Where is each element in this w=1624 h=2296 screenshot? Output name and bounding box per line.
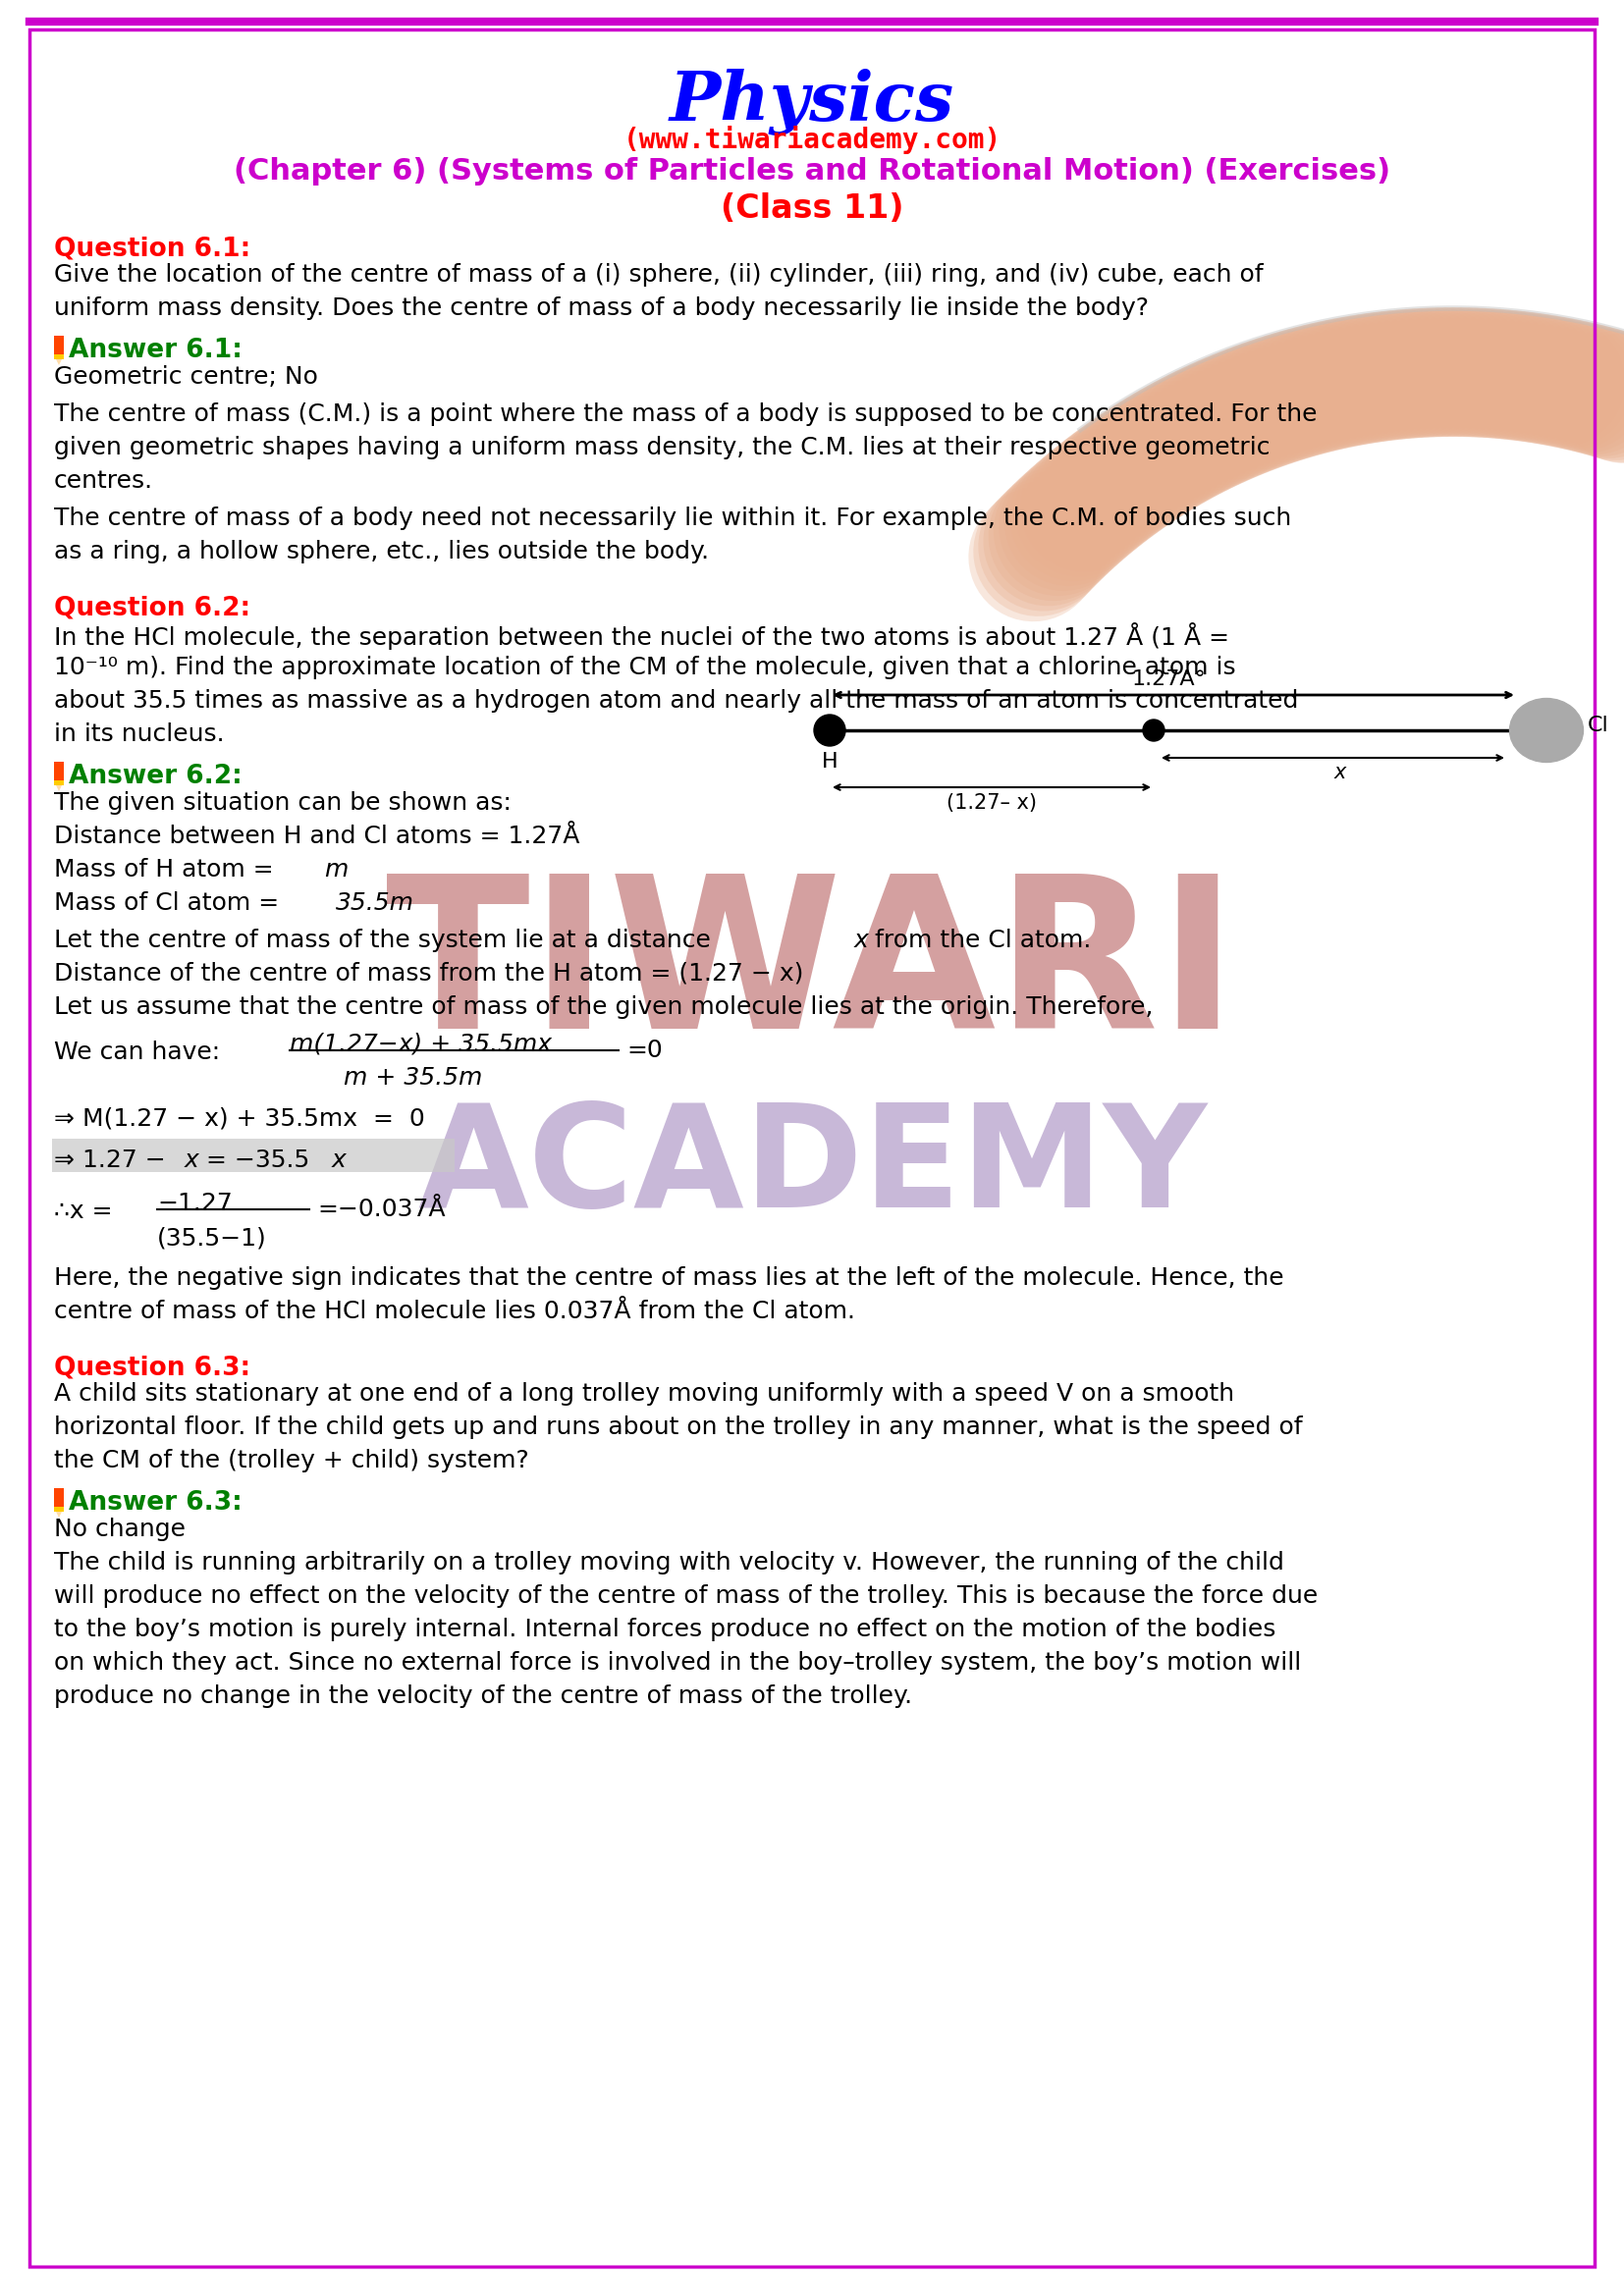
Circle shape: [814, 714, 846, 746]
Bar: [54, 354, 63, 358]
Text: Distance of the centre of mass from the H atom = (1.27 − x): Distance of the centre of mass from the …: [54, 962, 804, 985]
Text: In the HCl molecule, the separation between the nuclei of the two atoms is about: In the HCl molecule, the separation betw…: [54, 622, 1229, 650]
Text: The centre of mass (C.M.) is a point where the mass of a body is supposed to be : The centre of mass (C.M.) is a point whe…: [54, 402, 1317, 427]
Polygon shape: [55, 1511, 62, 1518]
Text: Give the location of the centre of mass of a (i) sphere, (ii) cylinder, (iii) ri: Give the location of the centre of mass …: [54, 264, 1263, 287]
Text: =0: =0: [627, 1038, 663, 1063]
Ellipse shape: [1510, 698, 1583, 762]
Text: Mass of H atom =: Mass of H atom =: [54, 859, 281, 882]
Text: x: x: [331, 1148, 346, 1171]
Text: The child is running arbitrarily on a trolley moving with velocity v. However, t: The child is running arbitrarily on a tr…: [54, 1552, 1285, 1575]
Text: Here, the negative sign indicates that the centre of mass lies at the left of th: Here, the negative sign indicates that t…: [54, 1267, 1285, 1290]
Text: 1.27A°: 1.27A°: [1132, 670, 1205, 689]
Text: Question 6.3:: Question 6.3:: [54, 1355, 250, 1380]
Text: centres.: centres.: [54, 468, 153, 494]
Text: Answer 6.1:: Answer 6.1:: [68, 338, 242, 363]
Bar: [54, 1488, 63, 1508]
Text: to the boy’s motion is purely internal. Internal forces produce no effect on the: to the boy’s motion is purely internal. …: [54, 1619, 1276, 1642]
Text: No change: No change: [54, 1518, 185, 1541]
Text: Let us assume that the centre of mass of the given molecule lies at the origin. : Let us assume that the centre of mass of…: [54, 996, 1153, 1019]
Polygon shape: [55, 358, 62, 365]
Text: = −35.5: = −35.5: [198, 1148, 310, 1171]
Text: =−0.037Å: =−0.037Å: [317, 1199, 445, 1221]
Text: produce no change in the velocity of the centre of mass of the trolley.: produce no change in the velocity of the…: [54, 1685, 913, 1708]
Text: uniform mass density. Does the centre of mass of a body necessarily lie inside t: uniform mass density. Does the centre of…: [54, 296, 1148, 319]
Text: Answer 6.3:: Answer 6.3:: [68, 1490, 242, 1515]
Text: 35.5m: 35.5m: [336, 891, 414, 914]
Text: Mass of Cl atom =: Mass of Cl atom =: [54, 891, 287, 914]
Text: (Class 11): (Class 11): [721, 193, 903, 225]
Bar: [54, 781, 63, 785]
Text: (Chapter 6) (Systems of Particles and Rotational Motion) (Exercises): (Chapter 6) (Systems of Particles and Ro…: [234, 156, 1390, 186]
Text: horizontal floor. If the child gets up and runs about on the trolley in any mann: horizontal floor. If the child gets up a…: [54, 1417, 1302, 1440]
Text: The centre of mass of a body need not necessarily lie within it. For example, th: The centre of mass of a body need not ne…: [54, 507, 1291, 530]
Text: Let the centre of mass of the system lie at a distance: Let the centre of mass of the system lie…: [54, 928, 718, 953]
Text: m(1.27−x) + 35.5mx: m(1.27−x) + 35.5mx: [289, 1033, 552, 1056]
Bar: [54, 335, 63, 356]
Text: on which they act. Since no external force is involved in the boy–trolley system: on which they act. Since no external for…: [54, 1651, 1301, 1674]
Text: x: x: [185, 1148, 200, 1171]
Text: 10⁻¹⁰ m). Find the approximate location of the CM of the molecule, given that a : 10⁻¹⁰ m). Find the approximate location …: [54, 657, 1236, 680]
Polygon shape: [55, 785, 62, 792]
Bar: [52, 1139, 455, 1171]
Text: about 35.5 times as massive as a hydrogen atom and nearly all the mass of an ato: about 35.5 times as massive as a hydroge…: [54, 689, 1299, 712]
Text: x: x: [854, 928, 869, 953]
Text: m + 35.5m: m + 35.5m: [344, 1065, 482, 1091]
Text: (1.27– x): (1.27– x): [947, 792, 1036, 813]
Text: Physics: Physics: [669, 69, 955, 135]
Text: Distance between H and Cl atoms = 1.27Å: Distance between H and Cl atoms = 1.27Å: [54, 824, 580, 847]
Bar: [54, 762, 63, 781]
Circle shape: [1143, 719, 1164, 742]
Text: H: H: [822, 751, 838, 771]
Text: (35.5−1): (35.5−1): [158, 1226, 266, 1251]
Text: Question 6.2:: Question 6.2:: [54, 595, 250, 620]
Bar: [54, 1506, 63, 1511]
Text: ⇒ 1.27 −: ⇒ 1.27 −: [54, 1148, 174, 1171]
Text: will produce no effect on the velocity of the centre of mass of the trolley. Thi: will produce no effect on the velocity o…: [54, 1584, 1319, 1607]
Text: ACADEMY: ACADEMY: [417, 1097, 1207, 1235]
Text: Answer 6.2:: Answer 6.2:: [68, 765, 242, 790]
Text: in its nucleus.: in its nucleus.: [54, 723, 224, 746]
Text: x: x: [1335, 762, 1346, 783]
Text: A child sits stationary at one end of a long trolley moving uniformly with a spe: A child sits stationary at one end of a …: [54, 1382, 1234, 1405]
Text: We can have:: We can have:: [54, 1040, 221, 1063]
Text: the CM of the (trolley + child) system?: the CM of the (trolley + child) system?: [54, 1449, 529, 1472]
Text: centre of mass of the HCl molecule lies 0.037Å from the Cl atom.: centre of mass of the HCl molecule lies …: [54, 1300, 856, 1322]
Text: TIWARI: TIWARI: [387, 868, 1237, 1075]
Text: The given situation can be shown as:: The given situation can be shown as:: [54, 792, 512, 815]
Text: Cl: Cl: [1588, 716, 1609, 735]
Text: (www.tiwariacademy.com): (www.tiwariacademy.com): [624, 126, 1000, 154]
Text: from the Cl atom.: from the Cl atom.: [867, 928, 1091, 953]
Text: −1.27: −1.27: [158, 1192, 232, 1215]
Text: Question 6.1:: Question 6.1:: [54, 236, 250, 262]
Text: Geometric centre; No: Geometric centre; No: [54, 365, 318, 388]
Text: ∴x =: ∴x =: [54, 1199, 120, 1224]
Text: given geometric shapes having a uniform mass density, the C.M. lies at their res: given geometric shapes having a uniform …: [54, 436, 1270, 459]
Text: m: m: [325, 859, 348, 882]
Text: ⇒ M(1.27 − x) + 35.5mx  =  0: ⇒ M(1.27 − x) + 35.5mx = 0: [54, 1107, 425, 1132]
Text: as a ring, a hollow sphere, etc., lies outside the body.: as a ring, a hollow sphere, etc., lies o…: [54, 540, 710, 563]
